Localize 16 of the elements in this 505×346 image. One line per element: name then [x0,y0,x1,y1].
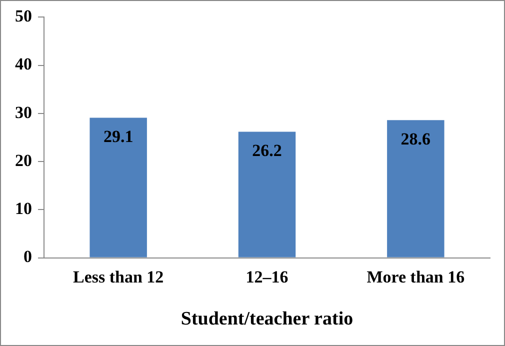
bar [238,132,296,258]
x-tick-label: 12–16 [246,267,288,286]
y-tick-label: 50 [15,6,32,26]
x-tick-label: Less than 12 [72,267,164,286]
bar [387,120,444,258]
y-tick-label: 20 [15,150,32,170]
data-label: 28.6 [400,130,431,149]
data-label: 29.1 [103,127,134,146]
y-tick-label: 10 [15,199,32,218]
x-axis-title: Student/teacher ratio [180,308,354,330]
y-tick-label: 0 [24,247,32,266]
bar [90,118,147,258]
x-tick-label: More than 16 [366,267,465,286]
y-tick-label: 40 [15,54,32,74]
y-tick-label: 30 [15,102,32,122]
data-label: 26.2 [252,141,282,160]
